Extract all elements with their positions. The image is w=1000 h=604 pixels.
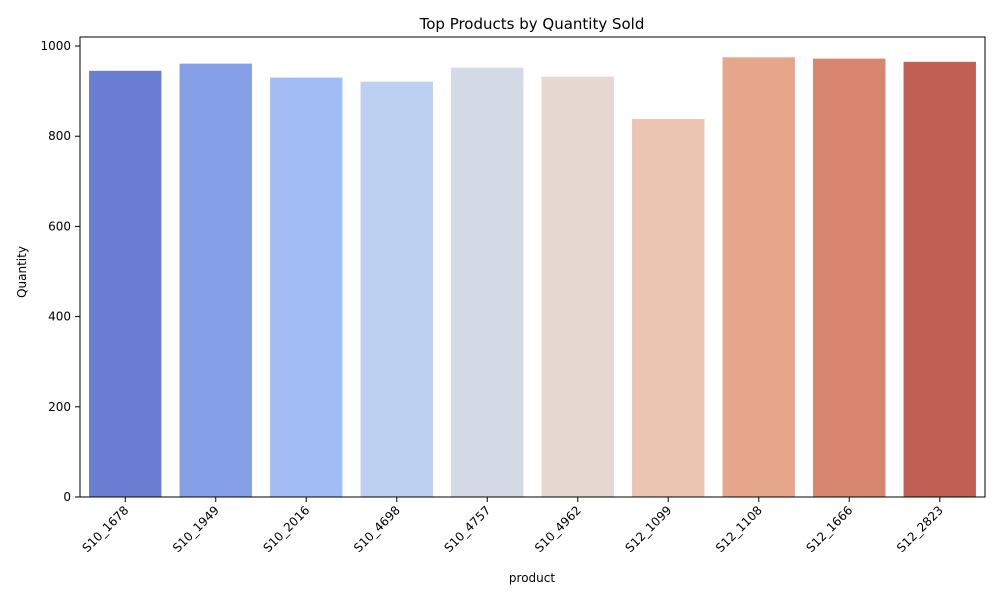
y-axis-label: Quantity xyxy=(15,246,29,298)
x-tick-label: S12_1666 xyxy=(803,503,855,555)
bar xyxy=(813,58,886,497)
x-tick-label: S10_4962 xyxy=(532,503,584,555)
x-tick-label: S12_2823 xyxy=(894,503,946,555)
bar xyxy=(89,70,162,497)
bar xyxy=(179,63,252,497)
x-tick-label: S12_1099 xyxy=(622,503,674,555)
x-tick-label: S10_2016 xyxy=(260,503,312,555)
y-tick-label: 0 xyxy=(63,490,71,504)
x-tick-label: S10_4698 xyxy=(351,503,403,555)
bar xyxy=(903,61,976,497)
x-tick-label: S10_1678 xyxy=(79,503,131,555)
x-axis-label: product xyxy=(509,571,555,585)
y-tick-label: 200 xyxy=(48,400,71,414)
x-tick-label: S12_1108 xyxy=(713,503,765,555)
bar xyxy=(360,81,433,497)
plot-frame xyxy=(79,36,986,498)
x-tick-label: S10_4757 xyxy=(441,503,493,555)
y-tick-label: 800 xyxy=(48,129,71,143)
bar xyxy=(541,76,614,497)
bar xyxy=(722,57,795,497)
y-tick-label: 400 xyxy=(48,310,71,324)
x-tick-label: S10_1949 xyxy=(170,503,222,555)
bar xyxy=(451,67,524,498)
bar xyxy=(270,77,343,498)
bar xyxy=(632,119,705,497)
y-tick-label: 1000 xyxy=(40,39,71,53)
y-tick-label: 600 xyxy=(48,219,71,233)
chart-title: Top Products by Quantity Sold xyxy=(419,15,645,33)
